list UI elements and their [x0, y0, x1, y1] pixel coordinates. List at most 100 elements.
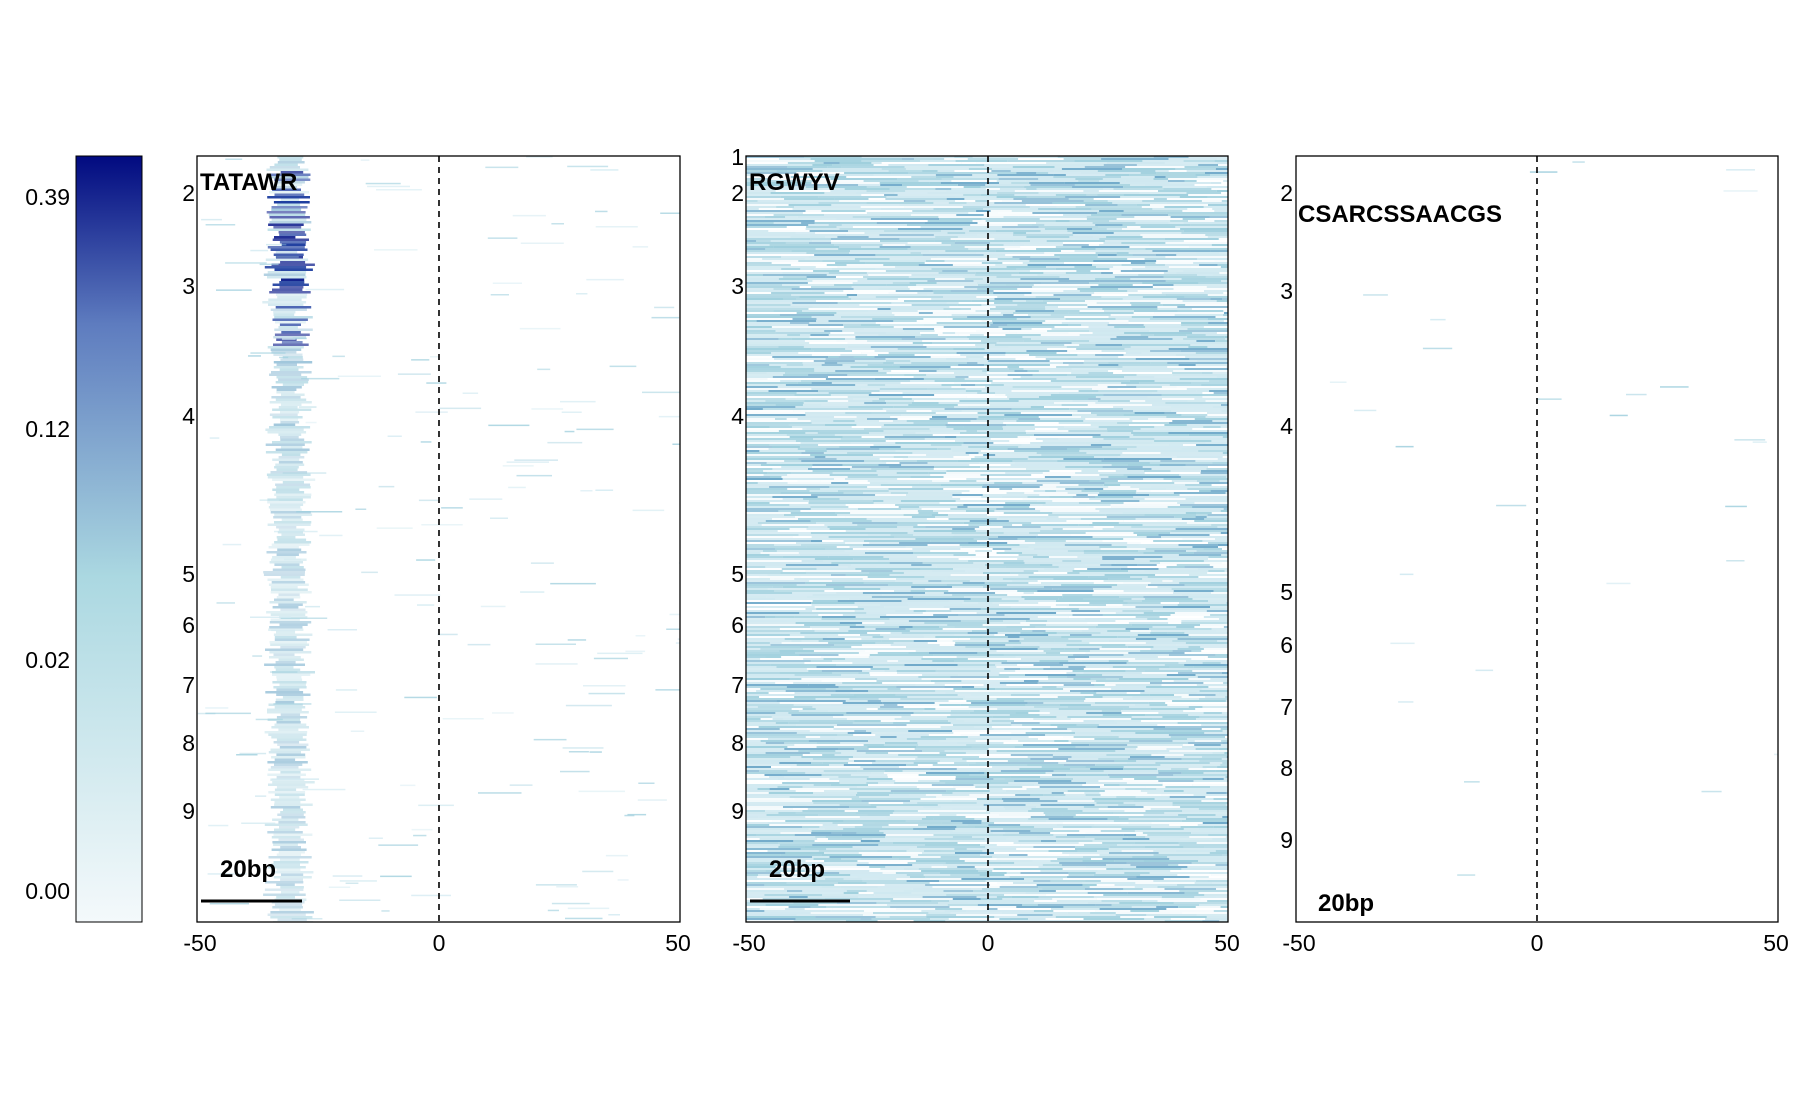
heatmap-cell	[843, 324, 861, 326]
heatmap-cell	[966, 396, 1008, 398]
heatmap-cell	[1106, 236, 1143, 238]
heatmap-cell	[1101, 272, 1113, 274]
heatmap-cell	[828, 376, 892, 378]
heatmap-cell	[1038, 178, 1076, 180]
heatmap-cell	[1092, 222, 1136, 224]
heatmap-cell	[893, 316, 948, 318]
heatmap-cell	[962, 840, 981, 842]
heatmap-cell	[988, 200, 1003, 202]
heatmap-cell	[883, 362, 894, 364]
heatmap-cell	[854, 748, 869, 750]
heatmap-cell	[955, 196, 997, 198]
heatmap-cell	[651, 316, 680, 319]
heatmap-cell	[1012, 524, 1023, 526]
heatmap-cell	[790, 264, 827, 266]
heatmap-cell	[374, 249, 418, 251]
heatmap-cell	[937, 226, 1003, 228]
heatmap-cell	[1055, 604, 1069, 606]
heatmap-cell	[277, 161, 305, 164]
heatmap-cell	[1060, 298, 1123, 300]
heatmap-cell	[950, 508, 997, 510]
heatmap-cell	[887, 660, 899, 662]
heatmap-cell	[759, 174, 792, 176]
colorbar-gradient	[75, 155, 143, 923]
heatmap-cell	[998, 674, 1025, 676]
heatmap-cell	[811, 316, 842, 318]
heatmap-cell	[821, 774, 851, 776]
heatmap-cell	[1074, 238, 1100, 240]
heatmap-cell	[516, 474, 552, 477]
heatmap-cell	[913, 610, 926, 612]
heatmap-cell	[1034, 826, 1063, 828]
heatmap-cell	[1027, 854, 1070, 856]
heatmap-cell	[824, 524, 858, 526]
heatmap-cell	[951, 610, 1019, 612]
heatmap-cell	[276, 363, 297, 366]
heatmap-cell	[1109, 668, 1136, 670]
heatmap-cell	[514, 459, 558, 461]
heatmap-cell	[1148, 702, 1166, 704]
heatmap-cell	[1111, 444, 1170, 446]
heatmap-cell	[1149, 838, 1181, 840]
heatmap-cell	[783, 806, 850, 808]
heatmap-cell	[1107, 630, 1131, 632]
heatmap-cell	[992, 856, 1048, 858]
heatmap-cell	[746, 730, 775, 732]
heatmap-cell	[880, 720, 897, 722]
heatmap-cell	[813, 180, 864, 182]
heatmap-cell	[869, 482, 888, 484]
heatmap-cell	[272, 283, 309, 286]
heatmap-cell	[746, 714, 792, 716]
heatmap-cell	[889, 710, 923, 712]
heatmap-cell	[1148, 336, 1188, 338]
heatmap-cell	[1202, 706, 1228, 708]
heatmap-cell	[796, 312, 837, 314]
heatmap-cell	[361, 571, 378, 574]
heatmap-cell	[1098, 364, 1119, 366]
heatmap-cell	[1118, 700, 1172, 702]
heatmap-cell	[1013, 312, 1069, 314]
heatmap-cell	[849, 554, 906, 556]
heatmap-cell	[847, 396, 903, 398]
heatmap-cell	[832, 672, 859, 674]
heatmap-cell	[1183, 790, 1221, 792]
heatmap-cell	[1052, 528, 1063, 530]
heatmap-cell	[1002, 426, 1034, 428]
heatmap-cell	[746, 716, 772, 718]
heatmap-cell	[1203, 772, 1228, 774]
heatmap-cell	[1209, 852, 1228, 854]
heatmap-cell	[839, 628, 876, 630]
heatmap-cell	[746, 708, 792, 710]
x-tick-label: 0	[433, 930, 446, 956]
heatmap-cell	[1164, 238, 1219, 240]
heatmap-cell	[746, 384, 786, 386]
heatmap-cell	[952, 586, 984, 588]
heatmap-cell	[989, 618, 1030, 620]
heatmap-cell	[782, 782, 840, 784]
heatmap-cell	[992, 726, 1058, 728]
heatmap-cell	[1075, 658, 1136, 660]
heatmap-cell	[1166, 294, 1208, 296]
heatmap-cell	[642, 391, 680, 394]
heatmap-cell	[1043, 474, 1100, 476]
heatmap-cell	[276, 883, 295, 886]
heatmap-cell	[1100, 564, 1112, 566]
heatmap-cell	[746, 458, 799, 460]
heatmap-cell	[746, 250, 792, 252]
heatmap-cell	[275, 491, 305, 494]
heatmap-cell	[1097, 726, 1166, 728]
heatmap-cell	[1066, 520, 1124, 522]
heatmap-cell	[917, 510, 933, 512]
heatmap-cell	[1109, 846, 1145, 848]
heatmap-cell	[1083, 420, 1133, 422]
heatmap-cell	[981, 320, 992, 322]
heatmap-cell	[961, 680, 1024, 682]
heatmap-cell	[985, 248, 1005, 250]
heatmap-cell	[1227, 248, 1228, 250]
heatmap-cell	[789, 788, 850, 790]
heatmap-cell	[780, 492, 844, 494]
heatmap-cell	[787, 170, 823, 172]
heatmap-cell	[990, 812, 1044, 814]
heatmap-cell	[1071, 342, 1111, 344]
heatmap-cell	[813, 784, 831, 786]
